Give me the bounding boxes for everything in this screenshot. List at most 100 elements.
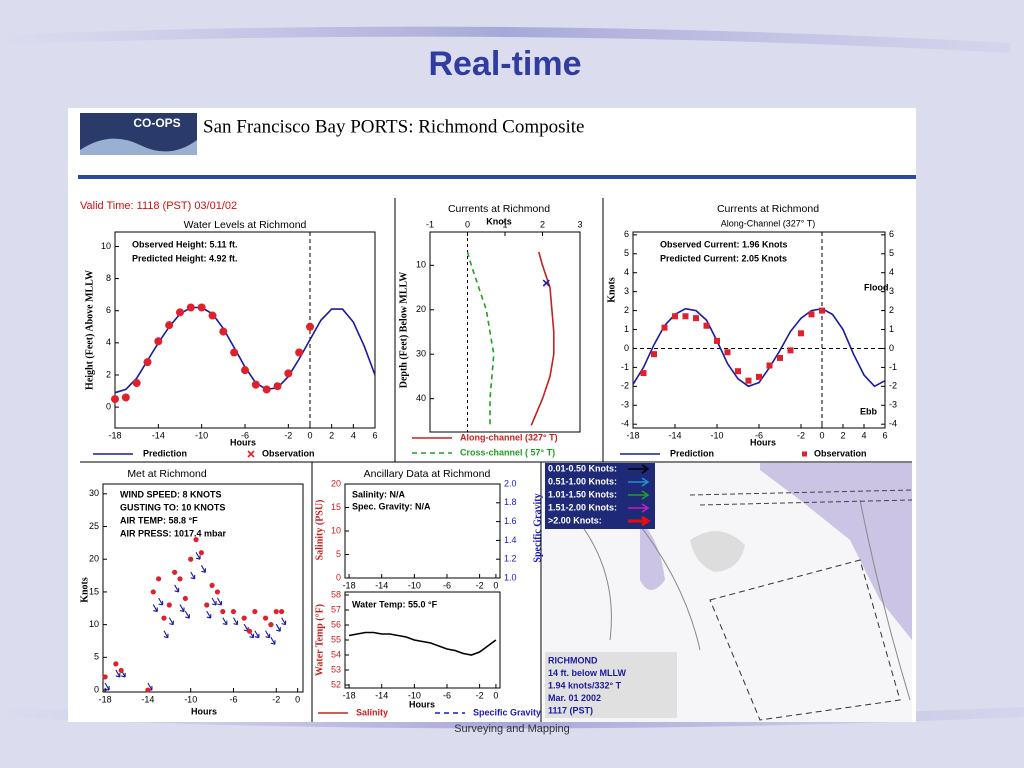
wind-arrow xyxy=(168,617,174,626)
x-tick-label: 4 xyxy=(351,430,356,440)
x-axis-label: Hours xyxy=(191,706,217,716)
legend-swatch xyxy=(247,450,255,458)
y-tick-label: 15 xyxy=(331,502,341,512)
obs-marker xyxy=(132,379,141,388)
x-tick-label: -2 xyxy=(284,430,292,440)
x-tick-label: -2 xyxy=(476,690,484,700)
x-tick-label: -18 xyxy=(626,430,639,440)
gust-dot xyxy=(145,687,151,693)
y2-tick-label: 2.0 xyxy=(504,478,517,488)
wind-arrow xyxy=(270,636,276,645)
annotation: Predicted Current: 2.05 Knots xyxy=(660,253,787,263)
map-legend-arrow xyxy=(628,503,650,513)
obs-marker xyxy=(735,368,741,375)
x-tick-label: 0 xyxy=(819,430,824,440)
y-tick-label: 5 xyxy=(624,248,629,258)
logo-text: CO-OPS xyxy=(133,116,180,130)
swoosh xyxy=(0,26,1011,53)
legend-label: Cross-channel ( 57° T) xyxy=(460,447,555,457)
y-tick-label: 40 xyxy=(416,393,426,403)
legend-label: Prediction xyxy=(143,448,187,458)
legend-label: Salinity xyxy=(356,707,388,717)
wind-arrow xyxy=(265,630,271,639)
map-legend-arrow xyxy=(628,515,651,527)
x-tick-label: -18 xyxy=(343,690,356,700)
wind-arrow xyxy=(184,610,190,619)
chart-title: Currents at Richmond xyxy=(448,203,550,215)
y-axis-label: Knots xyxy=(79,577,90,603)
x-tick-label: -18 xyxy=(108,430,121,440)
wind-arrow xyxy=(254,630,260,639)
x-axis-label: Hours xyxy=(230,437,256,447)
plot-frame xyxy=(102,483,304,693)
annotation: Flood xyxy=(864,282,889,292)
map xyxy=(543,463,913,722)
x-tick-label: -1 xyxy=(426,219,434,229)
annotation: Ebb xyxy=(860,406,878,416)
chart-title: Met at Richmond xyxy=(127,468,207,480)
y2-tick-label: 1.6 xyxy=(504,516,517,526)
chart-subtitle: Along-Channel (327° T) xyxy=(721,218,816,228)
x-tick-label: -18 xyxy=(99,694,112,704)
y-tick-label: 53 xyxy=(331,664,341,674)
wind-arrow xyxy=(152,604,158,613)
obs-marker xyxy=(661,324,668,331)
x-tick-label: 4 xyxy=(861,430,866,440)
y-tick-label: 57 xyxy=(331,604,341,614)
x-tick-label: 2 xyxy=(329,430,334,440)
series-line xyxy=(530,251,555,426)
obs-marker xyxy=(693,315,699,322)
y-tick-label: -2 xyxy=(621,381,629,391)
annotation: WIND SPEED: 8 KNOTS xyxy=(120,489,222,499)
x-tick-label: -6 xyxy=(241,430,249,440)
y-tick-label: -2 xyxy=(889,381,897,391)
x-tick-label: -14 xyxy=(152,430,165,440)
obs-marker xyxy=(121,393,130,402)
panel-dividers xyxy=(80,198,912,722)
gust-dot xyxy=(220,608,226,615)
gust-dot xyxy=(209,582,215,588)
chart-title: Currents at Richmond xyxy=(717,203,819,215)
slide-title: Real-time xyxy=(428,45,581,83)
map-legend-label: 1.01-1.50 Knots: xyxy=(548,489,617,499)
wind-arrow xyxy=(163,630,169,639)
x-tick-label: 6 xyxy=(372,430,377,440)
series-line xyxy=(466,251,495,426)
map-legend-label: 0.01-0.50 Knots: xyxy=(548,463,617,473)
wind-arrow xyxy=(104,682,110,691)
annotation: Spec. Gravity: N/A xyxy=(352,501,431,511)
y-tick-label: 6 xyxy=(106,305,111,315)
gust-dot xyxy=(150,589,156,595)
map-legend-arrow xyxy=(628,490,650,500)
y-tick-label: 4 xyxy=(889,267,894,277)
y-tick-label: 52 xyxy=(331,679,341,689)
obs-marker xyxy=(273,382,282,391)
obs-marker xyxy=(295,348,304,357)
y2-tick-label: 1.4 xyxy=(504,535,517,545)
gust-dot xyxy=(193,536,199,543)
gust-dot xyxy=(166,602,172,608)
y2-tick-label: 1.8 xyxy=(504,497,517,507)
wind-arrow xyxy=(190,571,196,580)
gust-dot xyxy=(113,661,119,667)
map-info: 14 ft. below MLLW xyxy=(548,668,627,678)
y-tick-label: 58 xyxy=(331,589,341,599)
obs-marker xyxy=(542,279,550,287)
x-tick-label: 6 xyxy=(882,430,887,440)
gust-dot xyxy=(252,608,258,615)
wind-arrow xyxy=(206,610,212,619)
y-tick-label: 10 xyxy=(101,241,111,251)
y-tick-label: 6 xyxy=(889,229,894,239)
gust-dot xyxy=(156,576,162,582)
x-tick-label: -2 xyxy=(797,430,805,440)
gust-dot xyxy=(182,595,188,602)
y2-tick-label: 1.2 xyxy=(504,554,517,564)
obs-marker xyxy=(251,380,260,389)
y-tick-label: 5 xyxy=(94,652,99,662)
y-tick-label: -4 xyxy=(889,419,897,429)
legend-label: Observation xyxy=(262,448,315,458)
obs-marker xyxy=(682,313,689,320)
annotation: GUSTING TO: 10 KNOTS xyxy=(120,502,225,512)
gust-dot xyxy=(279,608,285,615)
